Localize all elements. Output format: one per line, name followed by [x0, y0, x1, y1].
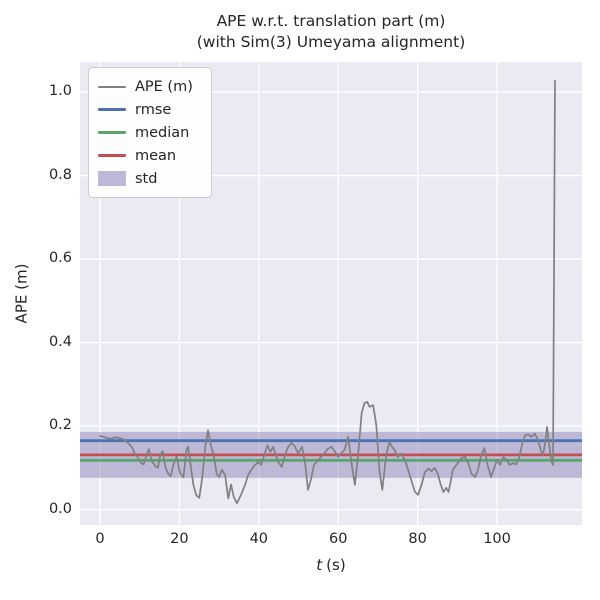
- legend-item-std: std: [98, 167, 202, 190]
- y-tick-label: 0.4: [48, 333, 72, 350]
- y-tick-label: 0.2: [48, 417, 72, 434]
- y-tick-label: 0.8: [48, 166, 72, 183]
- y-tick-label: 0.0: [48, 500, 72, 517]
- legend-item-ape: APE (m): [98, 75, 202, 98]
- x-tick-label: 40: [249, 531, 269, 547]
- ape-line: [99, 79, 556, 505]
- y-tick-label: 1.0: [48, 83, 72, 100]
- legend-item-mean: mean: [98, 144, 202, 167]
- legend-line-sample-rmse-icon: [98, 108, 126, 111]
- legend-label-rmse: rmse: [135, 101, 172, 118]
- legend-line-sample-median-icon: [98, 131, 126, 134]
- x-tick-label: 20: [170, 531, 189, 547]
- legend-line-sample-ape-icon: [98, 85, 126, 88]
- chart-title-line2: (with Sim(3) Umeyama alignment): [196, 33, 466, 51]
- plot-canvas: [80, 62, 582, 525]
- legend-line-sample-mean-icon: [98, 154, 126, 157]
- plot-area: APE (m) rmse median mean std: [80, 62, 582, 525]
- y-axis-label: APE (m): [12, 263, 31, 324]
- legend-label-median: median: [135, 124, 190, 141]
- x-axis-label-variable: t: [316, 556, 323, 574]
- x-tick-label: 80: [408, 531, 427, 547]
- y-tick-label: 0.6: [48, 250, 72, 267]
- x-tick-label: 0: [95, 531, 105, 547]
- legend-item-median: median: [98, 121, 202, 144]
- chart-title-line1: APE w.r.t. translation part (m): [216, 12, 446, 30]
- legend-patch-sample-std-icon: [98, 171, 126, 186]
- x-tick-label: 60: [328, 531, 348, 547]
- legend: APE (m) rmse median mean std: [88, 67, 212, 198]
- x-axis-label-unit: (s): [326, 556, 346, 574]
- x-axis-label: t (s): [231, 556, 431, 574]
- legend-label-std: std: [135, 170, 158, 187]
- legend-item-rmse: rmse: [98, 98, 202, 121]
- chart-title: APE w.r.t. translation part (m) (with Si…: [81, 11, 581, 53]
- x-tick-label: 100: [483, 531, 511, 547]
- legend-label-mean: mean: [135, 147, 177, 164]
- legend-label-ape: APE (m): [135, 78, 193, 95]
